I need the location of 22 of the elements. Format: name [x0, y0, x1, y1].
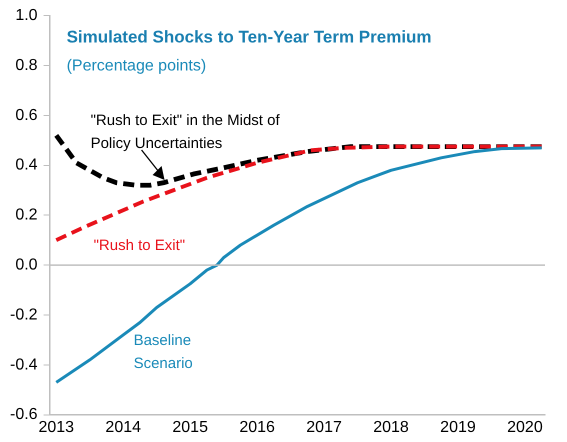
x-tick-label: 2019: [440, 418, 476, 436]
y-tick-label: 0.2: [15, 206, 38, 224]
text: (Percentage points): [66, 58, 206, 75]
x-tick-label: 2020: [507, 418, 543, 436]
x-tick-label: 2018: [373, 418, 409, 436]
y-tick-label: 0.0: [15, 256, 38, 274]
y-tick-label: 1.0: [15, 7, 38, 24]
y-tick-label: -0.4: [10, 356, 38, 374]
x-tick-label: 2016: [239, 418, 276, 436]
y-tick-label: 0.6: [15, 106, 38, 124]
y-tick-label: 0.8: [15, 56, 38, 74]
series-label: "Rush to Exit" in the Midst of Policy Uncertainties: [90, 112, 280, 152]
x-tick-label: 2015: [172, 418, 208, 436]
x-tick-label: 2017: [306, 418, 342, 436]
text: Simulated Shocks to Ten-Year Term Premium: [66, 28, 432, 47]
y-tick-label: 0.4: [15, 156, 38, 174]
x-tick-label: 2014: [105, 418, 142, 436]
series-label: Baseline Scenario: [134, 332, 193, 372]
series-label: "Rush to Exit": [94, 237, 186, 254]
x-tick-label: 2013: [38, 418, 74, 436]
y-tick-label: -0.6: [10, 406, 38, 424]
y-tick-label: -0.2: [10, 306, 38, 324]
